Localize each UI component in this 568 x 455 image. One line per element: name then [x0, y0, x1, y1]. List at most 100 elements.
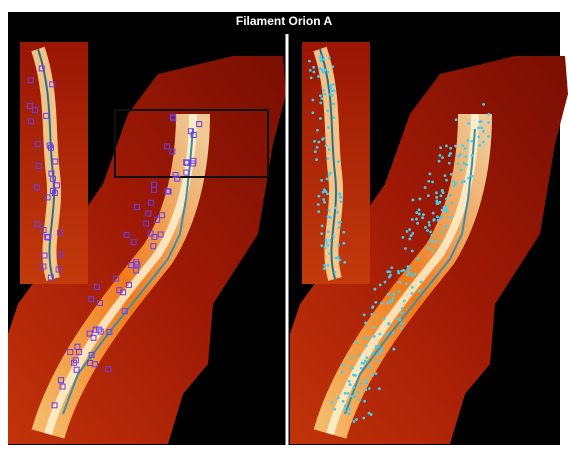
star-marker	[411, 199, 414, 202]
star-marker	[426, 247, 429, 250]
star-marker	[450, 173, 453, 176]
star-marker	[436, 215, 439, 218]
star-marker	[430, 234, 433, 237]
star-marker	[431, 249, 434, 252]
star-marker	[338, 226, 341, 229]
star-marker	[311, 111, 314, 114]
star-marker	[428, 221, 431, 224]
star-marker	[416, 258, 419, 261]
star-marker	[390, 299, 393, 302]
star-marker	[371, 306, 374, 309]
star-marker	[324, 190, 327, 193]
star-marker	[449, 216, 452, 219]
star-marker	[407, 269, 410, 272]
star-marker	[461, 181, 464, 184]
star-marker	[316, 146, 319, 149]
star-marker	[310, 76, 313, 79]
star-marker	[454, 182, 457, 185]
star-marker	[329, 239, 332, 242]
star-marker	[323, 201, 326, 204]
star-marker	[411, 286, 414, 289]
star-marker	[309, 69, 312, 72]
star-marker	[373, 335, 376, 338]
star-marker	[326, 157, 329, 160]
star-marker	[388, 276, 391, 279]
star-marker	[352, 374, 355, 377]
star-marker	[322, 89, 325, 92]
star-marker	[440, 194, 443, 197]
star-marker	[311, 99, 314, 102]
star-marker	[408, 266, 411, 269]
star-marker	[349, 383, 352, 386]
star-marker	[421, 216, 424, 219]
star-marker	[343, 409, 346, 412]
star-marker	[381, 348, 384, 351]
star-marker	[325, 238, 328, 241]
star-marker	[387, 293, 390, 296]
star-marker	[358, 354, 361, 357]
star-marker	[348, 380, 351, 383]
star-marker	[478, 136, 481, 139]
star-marker	[365, 344, 368, 347]
star-marker	[380, 302, 383, 305]
star-marker	[399, 281, 402, 284]
star-marker	[408, 237, 411, 240]
star-marker	[336, 211, 339, 214]
star-marker	[372, 352, 375, 355]
star-marker	[414, 273, 417, 276]
star-marker	[420, 280, 423, 283]
star-marker	[332, 116, 335, 119]
star-marker	[325, 144, 328, 147]
star-marker	[457, 155, 460, 158]
star-marker	[441, 230, 444, 233]
star-marker	[426, 229, 429, 232]
star-marker	[363, 400, 366, 403]
star-marker	[365, 381, 368, 384]
star-marker	[347, 392, 350, 395]
star-marker	[464, 147, 467, 150]
star-marker	[452, 180, 455, 183]
star-marker	[398, 290, 401, 293]
star-marker	[424, 186, 427, 189]
star-marker	[360, 367, 363, 370]
star-marker	[348, 408, 351, 411]
star-marker	[480, 120, 483, 123]
star-marker	[355, 418, 358, 421]
star-marker	[375, 372, 378, 375]
star-marker	[405, 282, 408, 285]
star-marker	[343, 261, 346, 264]
star-marker	[364, 321, 367, 324]
star-marker	[376, 353, 379, 356]
star-marker	[317, 195, 320, 198]
star-marker	[368, 366, 371, 369]
star-marker	[371, 374, 374, 377]
star-marker	[467, 177, 470, 180]
star-marker	[435, 200, 438, 203]
star-marker	[392, 332, 395, 335]
star-marker	[344, 392, 347, 395]
star-marker	[464, 155, 467, 158]
star-marker	[340, 200, 343, 203]
star-marker	[326, 215, 329, 218]
star-marker	[387, 323, 390, 326]
star-marker	[435, 191, 438, 194]
star-marker	[357, 391, 360, 394]
star-marker	[334, 207, 337, 210]
star-marker	[392, 297, 395, 300]
star-marker	[326, 109, 329, 112]
star-marker	[448, 162, 451, 165]
star-marker	[327, 71, 330, 74]
star-marker	[460, 168, 463, 171]
star-marker	[331, 65, 334, 68]
star-marker	[439, 154, 442, 157]
star-marker	[445, 208, 448, 211]
star-marker	[422, 213, 425, 216]
star-marker	[365, 356, 368, 359]
star-marker	[441, 156, 444, 159]
star-marker	[321, 225, 324, 228]
star-marker	[445, 145, 448, 148]
star-marker	[437, 239, 440, 242]
star-marker	[325, 241, 328, 244]
star-marker	[320, 232, 323, 235]
star-marker	[327, 230, 330, 233]
